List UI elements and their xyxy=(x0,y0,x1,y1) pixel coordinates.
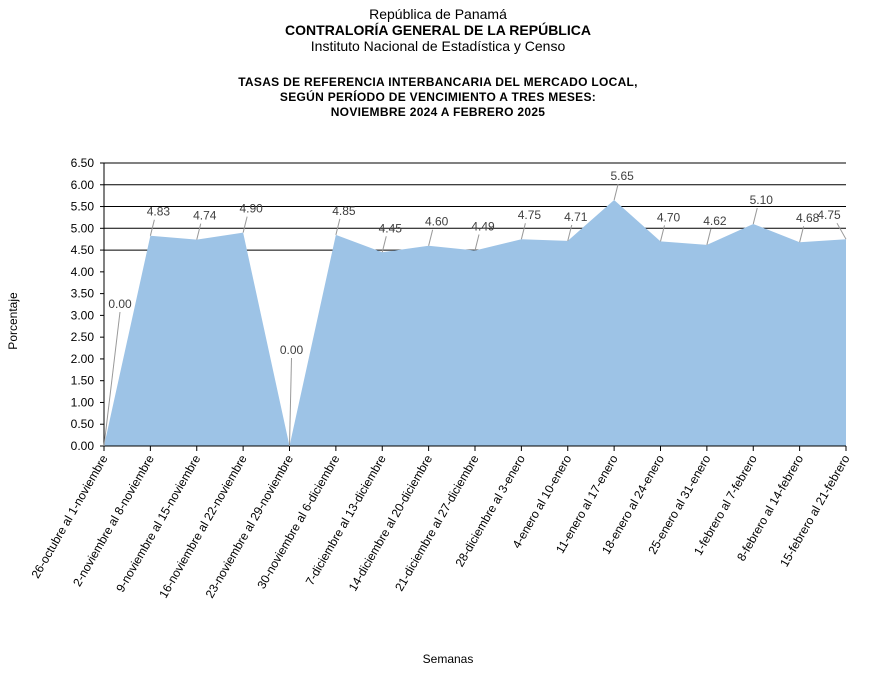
data-label: 4.71 xyxy=(564,210,588,224)
y-tick-label: 1.00 xyxy=(71,395,95,409)
header-subinstitution: Instituto Nacional de Estadística y Cens… xyxy=(310,38,566,54)
leader-line xyxy=(196,223,202,240)
x-tick-label: 14-diciembre al 20-diciembre xyxy=(346,452,436,593)
y-tick-label: 4.50 xyxy=(71,243,95,257)
leader-line xyxy=(335,218,341,235)
x-tick-label: 2-noviembre al 8-noviembre xyxy=(70,452,157,589)
data-label: 0.00 xyxy=(280,343,304,357)
data-label-leaders xyxy=(103,183,847,447)
y-tick-label: 0.00 xyxy=(71,439,95,453)
leader-line xyxy=(428,229,434,246)
leader-line xyxy=(103,311,121,447)
y-tick-label: 3.50 xyxy=(71,287,95,301)
data-label: 4.49 xyxy=(471,220,495,234)
y-tick-label: 6.00 xyxy=(71,178,95,192)
x-tick-label: 26-octubre al 1-noviembre xyxy=(28,452,110,581)
x-tick-label: 23-noviembre al 29-noviembre xyxy=(203,452,297,600)
data-label: 4.62 xyxy=(703,214,727,228)
leader-line xyxy=(836,222,847,240)
x-tick-label: 7-diciembre al 13-diciembre xyxy=(303,452,389,588)
data-label: 4.60 xyxy=(425,215,449,229)
data-label: 4.75 xyxy=(817,208,841,222)
y-tick-label: 4.00 xyxy=(71,265,95,279)
x-tick-label: 16-noviembre al 22-noviembre xyxy=(156,452,250,600)
y-tick-label: 6.50 xyxy=(71,156,95,170)
y-tick-label: 0.50 xyxy=(71,417,95,431)
data-label: 4.74 xyxy=(193,209,217,223)
data-labels: 0.00 4.83 4.74 4.90 0.00 4.85 4.45 4.60 4.49 4.75… xyxy=(108,169,841,357)
data-label: 4.68 xyxy=(796,211,820,225)
leader-line xyxy=(660,225,665,242)
data-label: 5.10 xyxy=(750,193,774,207)
y-tick-label: 5.50 xyxy=(71,200,95,214)
data-label: 4.85 xyxy=(332,204,356,218)
leader-line xyxy=(613,183,619,201)
y-tick-label: 2.00 xyxy=(71,352,95,366)
y-tick-label: 5.00 xyxy=(71,221,95,235)
data-label: 4.90 xyxy=(239,202,263,216)
data-label: 4.70 xyxy=(657,210,681,224)
data-label: 4.75 xyxy=(518,208,542,222)
data-label: 5.65 xyxy=(610,169,634,183)
x-tick-label: 9-noviembre al 15-noviembre xyxy=(113,452,203,594)
y-tick-label: 1.50 xyxy=(71,374,95,388)
leader-line xyxy=(752,207,758,225)
leader-line xyxy=(149,219,155,236)
chart-title-line-1: TASAS DE REFERENCIA INTERBANCARIA DEL ME… xyxy=(238,75,638,89)
data-label: 4.83 xyxy=(147,205,171,219)
chart-title-line-2: SEGÚN PERÍODO DE VENCIMIENTO A TRES MESE… xyxy=(279,90,597,104)
x-axis-label: Semanas xyxy=(423,652,474,666)
axes xyxy=(100,162,847,451)
y-axis-label: Porcentaje xyxy=(6,292,20,350)
leader-line xyxy=(706,228,712,245)
x-tick-label: 30-noviembre al 6-diciembre xyxy=(254,452,342,591)
leader-line xyxy=(242,216,248,233)
leader-line xyxy=(381,236,387,253)
y-tick-label: 2.50 xyxy=(71,330,95,344)
y-tick-label: 3.00 xyxy=(71,308,95,322)
y-tick-labels: 0.00 0.50 1.00 1.50 2.00 2.50 3.00 3.50 4.00 4.50… xyxy=(71,156,95,453)
header-institution: CONTRALORÍA GENERAL DE LA REPÚBLICA xyxy=(285,22,591,38)
leader-line xyxy=(520,223,526,240)
leader-line xyxy=(799,226,805,243)
header-country: República de Panamá xyxy=(369,6,507,22)
leader-line xyxy=(567,224,573,242)
x-tick-label: 21-diciembre al 27-diciembre xyxy=(392,452,482,593)
leader-line xyxy=(289,357,292,447)
chart-title-line-3: NOVIEMBRE 2024 A FEBRERO 2025 xyxy=(330,105,546,119)
leader-line xyxy=(474,234,480,251)
series-area xyxy=(104,200,846,446)
data-label: 4.45 xyxy=(379,221,403,235)
data-label: 0.00 xyxy=(108,297,132,311)
